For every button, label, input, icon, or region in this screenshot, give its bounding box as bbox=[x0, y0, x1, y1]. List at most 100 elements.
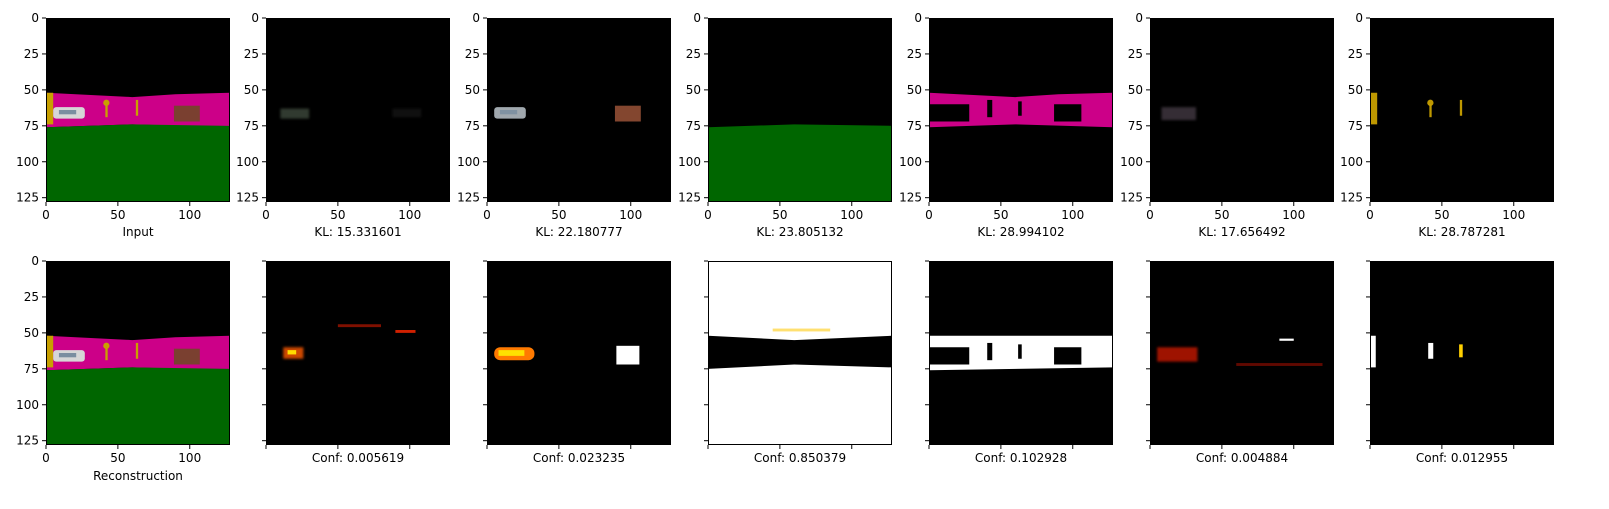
x-tick-label: 0 bbox=[1146, 208, 1154, 222]
y-tick-label: 50 bbox=[1128, 83, 1143, 97]
y-tick-label: 125 bbox=[457, 191, 480, 205]
y-tick-label: 50 bbox=[686, 83, 701, 97]
panel-caption: Conf: 0.012955 bbox=[1416, 451, 1508, 465]
y-tick-label: 25 bbox=[1348, 47, 1363, 61]
y-tick-label: 75 bbox=[24, 119, 39, 133]
panel-caption: KL: 23.805132 bbox=[756, 225, 843, 239]
top-panel: 0 50 100 0 25 50 75 100 125 KL: 28.994102 bbox=[899, 11, 1113, 239]
car-window bbox=[499, 110, 518, 115]
y-tick-label: 50 bbox=[1348, 83, 1363, 97]
car-window bbox=[58, 110, 77, 115]
panel-caption: Conf: 0.102928 bbox=[975, 451, 1067, 465]
y-tick-label: 0 bbox=[914, 11, 922, 25]
y-tick-label: 0 bbox=[472, 11, 480, 25]
mask-blob bbox=[395, 330, 416, 333]
car-window bbox=[58, 353, 77, 358]
y-tick-label: 75 bbox=[244, 119, 259, 133]
y-tick-label: 125 bbox=[236, 191, 259, 205]
mask-car bbox=[498, 350, 525, 356]
mask-hole bbox=[1054, 347, 1082, 365]
y-tick-label: 125 bbox=[899, 191, 922, 205]
y-tick-label: 25 bbox=[907, 47, 922, 61]
y-tick-label: 125 bbox=[1340, 191, 1363, 205]
y-tick-label: 0 bbox=[31, 11, 39, 25]
key-object bbox=[46, 335, 54, 368]
bottom-panel: Conf: 0.004884 bbox=[1146, 260, 1334, 465]
x-tick-label: 100 bbox=[840, 208, 863, 222]
panel-frame bbox=[708, 18, 892, 202]
bottom-panel: Conf: 0.005619 bbox=[262, 260, 450, 465]
panel-caption: Conf: 0.005619 bbox=[312, 451, 404, 465]
y-tick-label: 125 bbox=[1120, 191, 1143, 205]
y-tick-label: 0 bbox=[1135, 11, 1143, 25]
panel-frame bbox=[708, 261, 892, 445]
mask-box bbox=[616, 345, 640, 365]
y-tick-label: 75 bbox=[1348, 119, 1363, 133]
mask-hole bbox=[929, 347, 970, 365]
x-tick-label: 100 bbox=[619, 208, 642, 222]
x-tick-label: 50 bbox=[772, 208, 787, 222]
panel-frame bbox=[1370, 261, 1554, 445]
x-tick-label: 50 bbox=[110, 208, 125, 222]
x-tick-label: 100 bbox=[178, 451, 201, 465]
mask-blob bbox=[1279, 338, 1294, 341]
box-object bbox=[614, 105, 641, 122]
panel-frame bbox=[929, 18, 1113, 202]
slot-blob bbox=[392, 108, 422, 118]
wall-hole bbox=[987, 99, 993, 118]
panel-frame bbox=[1150, 18, 1334, 202]
y-tick-label: 75 bbox=[686, 119, 701, 133]
key-object bbox=[135, 342, 139, 359]
bottom-panel: Conf: 0.012955 bbox=[1366, 260, 1554, 465]
mask-hole bbox=[708, 335, 892, 369]
mask-blob bbox=[1236, 363, 1323, 366]
top-panel: 0 50 100 0 25 50 75 100 125 KL: 22.180777 bbox=[457, 11, 671, 239]
y-tick-label: 50 bbox=[907, 83, 922, 97]
bottom-panel: Conf: 0.023235 bbox=[483, 260, 671, 465]
y-tick-label: 100 bbox=[16, 398, 39, 412]
panel-frame bbox=[46, 18, 230, 202]
x-tick-label: 50 bbox=[330, 208, 345, 222]
panel-caption: KL: 17.656492 bbox=[1198, 225, 1285, 239]
y-tick-label: 125 bbox=[16, 434, 39, 448]
panel-caption: Input bbox=[122, 225, 153, 239]
panel-frame bbox=[1370, 18, 1554, 202]
panel-frame bbox=[1150, 261, 1334, 445]
key-object bbox=[135, 99, 139, 116]
y-tick-label: 0 bbox=[31, 254, 39, 268]
y-tick-label: 50 bbox=[24, 326, 39, 340]
wall-hole bbox=[1018, 101, 1022, 116]
key-object bbox=[1427, 99, 1434, 106]
bottom-panel: Conf: 0.850379 bbox=[704, 260, 892, 465]
x-tick-label: 100 bbox=[1282, 208, 1305, 222]
floor-region bbox=[46, 367, 230, 445]
key-object bbox=[1459, 99, 1463, 116]
y-tick-label: 75 bbox=[24, 362, 39, 376]
y-tick-label: 100 bbox=[236, 155, 259, 169]
y-tick-label: 75 bbox=[465, 119, 480, 133]
panel-frame bbox=[929, 261, 1113, 445]
box-object bbox=[173, 348, 200, 365]
top-panel: 0 50 100 0 25 50 75 100 125 KL: 28.787281 bbox=[1340, 11, 1554, 239]
x-tick-label: 50 bbox=[993, 208, 1008, 222]
floor-region bbox=[708, 124, 892, 202]
key-object bbox=[103, 342, 110, 349]
bottom-panel: 0 50 100 0 25 50 75 100 125 Reconstruction bbox=[16, 254, 230, 483]
y-tick-label: 100 bbox=[457, 155, 480, 169]
y-tick-label: 0 bbox=[1355, 11, 1363, 25]
key-object bbox=[103, 99, 110, 106]
x-tick-label: 0 bbox=[262, 208, 270, 222]
x-tick-label: 0 bbox=[1366, 208, 1374, 222]
x-tick-label: 0 bbox=[925, 208, 933, 222]
panel-caption: KL: 15.331601 bbox=[314, 225, 401, 239]
box-object bbox=[173, 105, 200, 122]
x-tick-label: 100 bbox=[398, 208, 421, 222]
y-tick-label: 125 bbox=[16, 191, 39, 205]
y-tick-label: 25 bbox=[24, 47, 39, 61]
y-tick-label: 75 bbox=[907, 119, 922, 133]
top-panel: 0 50 100 0 25 50 75 100 125 KL: 15.331601 bbox=[236, 11, 450, 239]
mask-key bbox=[1459, 344, 1463, 358]
x-tick-label: 50 bbox=[1214, 208, 1229, 222]
y-tick-label: 25 bbox=[465, 47, 480, 61]
